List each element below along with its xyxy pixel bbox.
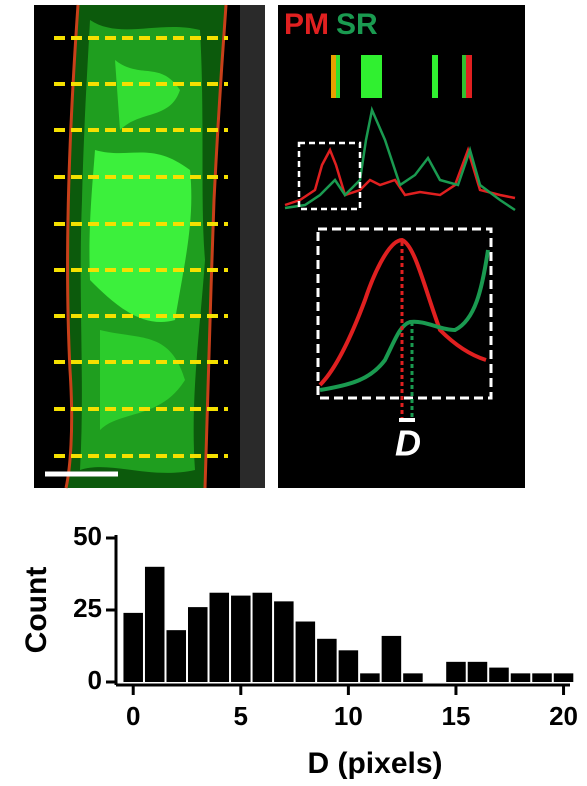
y-tick-label: 0 xyxy=(88,665,102,695)
y-tick-label: 25 xyxy=(73,593,102,623)
x-tick-label: 10 xyxy=(334,701,363,731)
bar xyxy=(510,673,531,682)
bar xyxy=(403,673,423,682)
bar xyxy=(188,607,208,682)
bar xyxy=(553,673,574,682)
x-tick-label: 5 xyxy=(234,701,248,731)
x-tick-label: 15 xyxy=(442,701,471,731)
d-label: D xyxy=(395,423,421,464)
bar xyxy=(467,661,488,682)
bar xyxy=(295,621,316,682)
bar xyxy=(446,661,466,682)
y-tick-label: 50 xyxy=(73,521,102,551)
x-tick-label: 0 xyxy=(126,701,140,731)
bar xyxy=(532,673,552,682)
pm-label: PM xyxy=(284,8,329,41)
bar xyxy=(252,592,273,682)
bar xyxy=(209,592,230,682)
bar xyxy=(317,638,337,682)
bar xyxy=(144,566,165,682)
x-tick-label: 20 xyxy=(549,701,578,731)
bar xyxy=(166,630,187,682)
profile-panel: PM SR D xyxy=(278,5,525,488)
cell-image xyxy=(34,4,265,489)
bar xyxy=(123,612,143,682)
bar xyxy=(338,650,359,682)
bar xyxy=(489,667,509,682)
bar xyxy=(274,601,294,682)
bar xyxy=(360,673,380,682)
bar xyxy=(231,595,251,682)
x-axis-title: D (pixels) xyxy=(307,747,442,780)
bar xyxy=(381,635,402,682)
sr-label: SR xyxy=(336,8,378,41)
y-axis-title: Count xyxy=(20,567,53,654)
